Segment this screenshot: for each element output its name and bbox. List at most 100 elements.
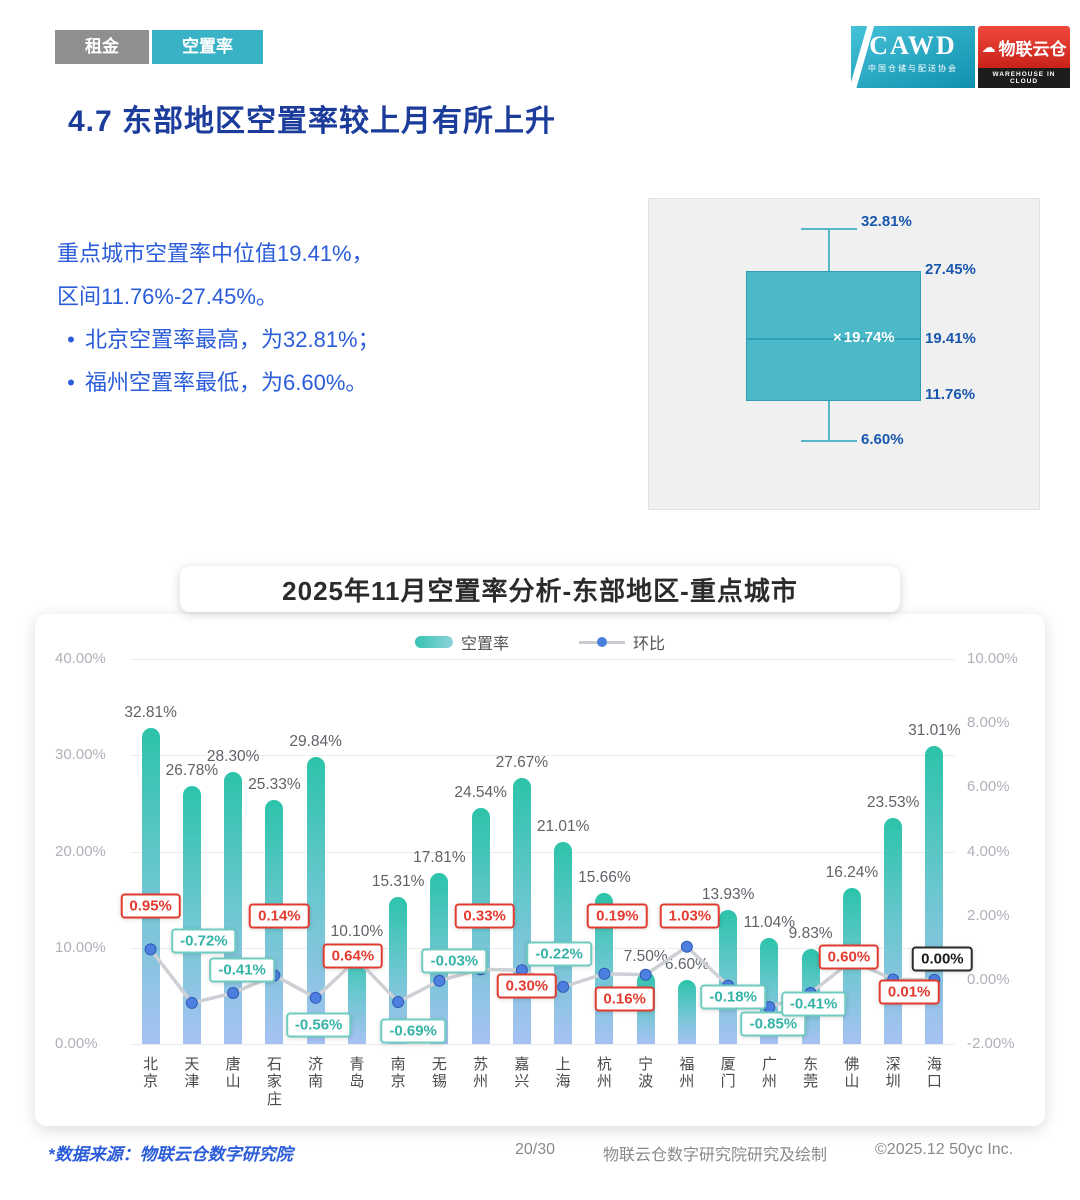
mom-value-label: -0.72% (171, 928, 237, 954)
city-axis-label: 嘉 兴 (514, 1056, 530, 1091)
city-axis-label: 北 京 (143, 1056, 159, 1091)
tab-bar: 租金 空置率 (55, 30, 263, 64)
bar-value-label: 13.93% (701, 885, 755, 903)
axis-tick-right: 4.00% (967, 842, 1010, 860)
boxplot-box[interactable] (746, 271, 921, 401)
chart-title-text: 2025年11月空置率分析-东部地区-重点城市 (282, 575, 798, 606)
vacancy-bar[interactable] (224, 771, 243, 1044)
bar-value-label: 16.24% (825, 863, 879, 881)
axis-tick-right: -2.00% (967, 1035, 1015, 1052)
bar-series-swatch-icon (414, 636, 453, 648)
wlyc-logo: ☁ 物联云仓 WAREHOUSE IN CLOUD (978, 26, 1070, 88)
boxplot-min-whisker-cap (801, 440, 857, 442)
mom-value-label: -0.41% (209, 957, 275, 983)
summary-line-range: 区间11.76%-27.45%。 (57, 284, 278, 309)
vacancy-bar[interactable] (306, 756, 325, 1044)
city-axis-label: 佛 山 (844, 1056, 860, 1091)
bar-value-label: 32.81% (124, 704, 177, 722)
bar-value-label: 25.33% (248, 776, 301, 794)
mom-value-label: -0.03% (421, 948, 488, 974)
cawd-subtitle: 中国仓储与配送协会 (868, 64, 958, 73)
chart-card: 空置率 环比 40.00% 30.00% 20.00% 10.00% 0.00% 10.0… (35, 614, 1045, 1126)
summary-text: 重点城市空置率中位值19.41%， 区间11.76%-27.45%。 • 北京空… (57, 232, 380, 404)
city-axis-label: 上 海 (555, 1056, 571, 1091)
mom-value-label: 0.16% (594, 986, 655, 1012)
credit-text: 物联云仓数字研究院研究及绘制 (603, 1147, 828, 1164)
data-source-note: *数据来源：物联云仓数字研究院 (48, 1145, 293, 1164)
mom-value-label: -0.69% (380, 1018, 446, 1044)
summary-bullet-min-text: 福州空置率最低，为6.60%。 (85, 370, 368, 395)
vacancy-bar[interactable] (677, 980, 696, 1044)
boxplot-panel: × 19.74% 32.81% 27.45% 19.41% 11.76% 6.6… (648, 198, 1040, 510)
axis-tick-left: 30.00% (55, 746, 106, 764)
line-series-swatch-icon (579, 637, 625, 647)
mom-value-label: -0.85% (740, 1011, 807, 1037)
axis-tick-left: 20.00% (55, 842, 106, 860)
city-axis-label: 唐 山 (225, 1056, 241, 1091)
mom-value-label: 0.60% (818, 944, 880, 970)
city-axis-label: 宁 波 (638, 1056, 654, 1091)
axis-tick-right: 2.00% (967, 906, 1010, 924)
city-axis-label: 石 家 庄 (266, 1056, 282, 1108)
legend-item-mom[interactable]: 环比 (579, 630, 665, 654)
summary-bullet-max: • 北京空置率最高，为32.81%； (57, 318, 379, 361)
legend-vacancy-label: 空置率 (460, 636, 509, 653)
mom-value-label: 0.30% (496, 973, 558, 999)
gridline (130, 851, 955, 853)
summary-line-median: 重点城市空置率中位值19.41%， (57, 241, 374, 266)
wlyc-subtitle: WAREHOUSE IN CLOUD (978, 68, 1070, 88)
bar-value-label: 23.53% (866, 793, 920, 811)
mom-value-label: -0.56% (285, 1012, 352, 1038)
city-axis-label: 天 津 (184, 1056, 200, 1091)
line-dot-icon (597, 637, 607, 647)
tab-vacancy-rate[interactable]: 空置率 (152, 30, 263, 64)
legend-mom-label: 环比 (633, 636, 666, 653)
axis-tick-left: 10.00% (55, 938, 106, 956)
city-axis-label: 海 口 (926, 1056, 942, 1091)
mom-value-label: 0.14% (249, 903, 310, 929)
boxplot-max-label: 32.81% (861, 213, 912, 230)
bar-value-label: 27.67% (495, 753, 549, 771)
bar-value-label: 29.84% (289, 732, 342, 750)
city-axis-label: 杭 州 (596, 1056, 612, 1091)
mom-value-label: 0.33% (454, 903, 515, 929)
mom-value-label: 1.03% (659, 903, 721, 929)
mom-value-label: -0.18% (700, 984, 766, 1010)
bar-value-label: 11.04% (743, 913, 796, 931)
bar-value-label: 10.10% (330, 922, 384, 940)
vacancy-bar[interactable] (182, 786, 201, 1044)
bar-value-label: 24.54% (454, 783, 507, 801)
city-axis-label: 无 锡 (431, 1056, 447, 1091)
mom-value-label: 0.95% (120, 893, 181, 919)
bar-value-label: 9.83% (788, 925, 833, 943)
legend-item-vacancy[interactable]: 空置率 (414, 630, 509, 654)
vacancy-bar[interactable] (884, 817, 903, 1044)
bar-value-label: 17.81% (413, 848, 466, 866)
summary-bullet-min: • 福州空置率最低，为6.60%。 (57, 361, 380, 404)
city-axis-label: 深 圳 (885, 1056, 901, 1091)
mom-value-label: -0.22% (526, 941, 592, 967)
cloud-icon: ☁ (981, 39, 996, 55)
boxplot-max-whisker-cap (801, 228, 857, 230)
bullet-icon: • (67, 327, 75, 352)
bar-value-label: 28.30% (206, 747, 260, 765)
mean-marker-icon: × (833, 329, 842, 346)
city-axis-label: 南 京 (390, 1056, 406, 1091)
chart-title: 2025年11月空置率分析-东部地区-重点城市 (180, 566, 900, 612)
boxplot-upper-whisker (828, 230, 830, 271)
tab-rent[interactable]: 租金 (55, 30, 149, 64)
cawd-wordmark: CAWD (869, 31, 957, 60)
boxplot-mean-label: × 19.74% (833, 329, 895, 346)
axis-tick-right: 10.00% (967, 650, 1018, 667)
mom-value-label: -0.41% (780, 991, 847, 1017)
axis-tick-left: 0.00% (55, 1035, 98, 1052)
bar-value-label: 15.31% (371, 872, 425, 890)
wlyc-badge: ☁ 物联云仓 (978, 26, 1070, 68)
city-axis-label: 苏 州 (473, 1056, 489, 1091)
boxplot-median-line (746, 338, 921, 340)
axis-tick-right: 6.00% (967, 778, 1010, 796)
wlyc-wordmark: 物联云仓 (998, 39, 1067, 59)
mom-value-label: 0.64% (322, 943, 384, 969)
axis-tick-right: 0.00% (967, 970, 1010, 988)
